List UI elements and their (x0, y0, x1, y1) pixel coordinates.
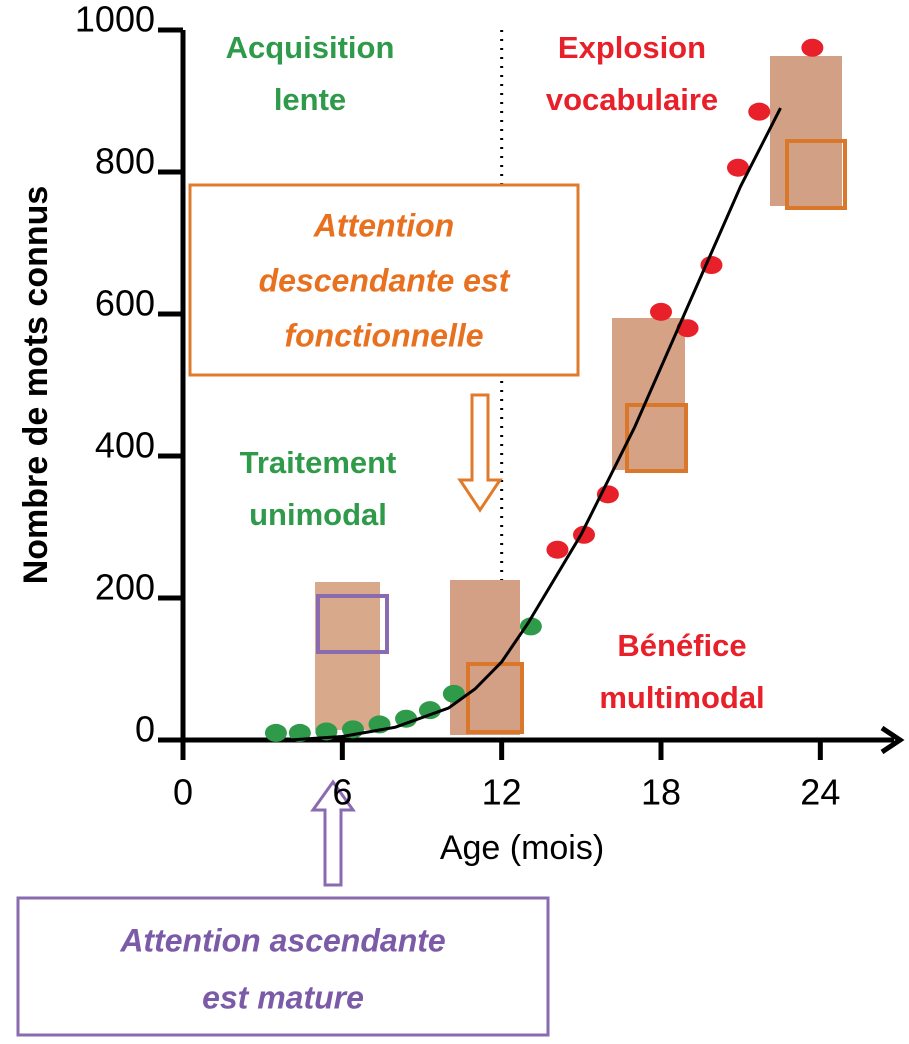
annotation-box (188, 183, 580, 377)
face-photo (450, 580, 520, 735)
y-tick-label: 600 (95, 283, 155, 324)
mouth-box (466, 662, 524, 734)
y-tick-label: 200 (95, 567, 155, 608)
x-tick-label: 24 (800, 772, 840, 813)
data-point (801, 38, 824, 57)
y-axis-label: Nombre de mots connus (17, 186, 55, 585)
data-point (676, 319, 699, 338)
data-point (650, 302, 672, 321)
annotation: Acquisition (226, 30, 395, 65)
data-point (519, 617, 542, 636)
y-tick-label: 0 (135, 709, 155, 750)
eye-box (316, 594, 389, 654)
top-down-box: Attention descendante est fonctionnelle (188, 183, 580, 377)
x-tick-label: 6 (332, 772, 352, 813)
x-axis-label: Age (mois) (440, 829, 604, 867)
annotation: descendante est (259, 262, 511, 298)
mouth-box (785, 139, 847, 210)
data-point (727, 158, 750, 177)
data-point (442, 684, 465, 703)
annotation-box (16, 896, 550, 1037)
arrow (457, 393, 503, 513)
data-point (546, 540, 569, 559)
y-tick-label: 400 (95, 425, 155, 466)
mouth-box (625, 403, 688, 473)
y-tick-label: 1000 (75, 0, 155, 40)
x-tick-label: 0 (173, 772, 193, 813)
face-photo (315, 582, 380, 730)
data-point (288, 723, 311, 742)
face-photo (770, 56, 842, 206)
annotation: unimodal (249, 497, 387, 532)
annotation: Attention ascendante (119, 922, 445, 958)
data-point (418, 701, 441, 720)
y-tick-label: 800 (95, 141, 155, 182)
annotation: Bénéfice (617, 628, 746, 663)
arrow (310, 779, 356, 887)
data-point (264, 723, 287, 742)
annotation: lente (274, 82, 346, 117)
annotation: Traitement (240, 445, 397, 480)
annotation: Explosion (558, 30, 706, 65)
face-photos (315, 56, 847, 735)
fit-curve (289, 107, 782, 742)
data-point (700, 256, 723, 275)
annotation: vocabulaire (546, 82, 718, 117)
annotation: est mature (202, 979, 364, 1015)
annotation: fonctionnelle (284, 317, 483, 353)
data-point (395, 709, 418, 728)
x-tick-label: 12 (482, 772, 522, 813)
annotation: multimodal (599, 680, 764, 715)
x-axis-arrow (880, 725, 905, 755)
x-tick-label: 18 (641, 772, 681, 813)
annotation: Attention (313, 207, 454, 243)
data-point (748, 102, 771, 121)
bottom-up-box: Attention ascendante est mature (16, 896, 550, 1037)
